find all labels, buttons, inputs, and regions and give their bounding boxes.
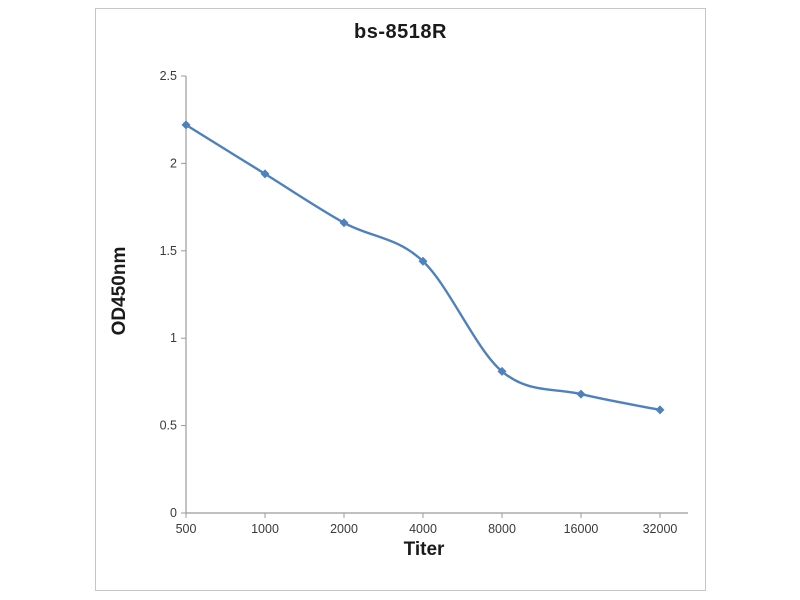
x-tick-label: 1000: [251, 522, 279, 536]
data-point-marker: [497, 366, 507, 376]
chart-canvas: 0 0.5 1 1.5 2 2.5 500 1000 2000 4000 8000 16000 3200…: [160, 69, 688, 536]
data-point-marker: [339, 218, 349, 228]
y-tick-label: 1.5: [160, 244, 177, 258]
y-tick-label: 2: [170, 156, 177, 170]
x-tick-label: 16000: [564, 522, 599, 536]
y-tick-label: 2.5: [160, 69, 177, 83]
x-tick-label: 2000: [330, 522, 358, 536]
data-point-marker: [418, 256, 428, 266]
axes-lines: [185, 76, 688, 514]
chart-frame: bs-8518R OD450nm Titer 0 0.5 1 1.5 2 2.5 500 10…: [95, 8, 706, 591]
chart-title: bs-8518R: [354, 21, 447, 43]
data-point-marker: [181, 120, 191, 130]
y-tick-label: 0: [170, 506, 177, 520]
x-tick-label: 4000: [409, 522, 437, 536]
y-tick-label: 1: [170, 331, 177, 345]
y-tick-label: 0.5: [160, 419, 177, 433]
data-point-marker: [576, 389, 586, 399]
series-line: [184, 123, 662, 412]
x-tick-label: 500: [176, 522, 197, 536]
data-point-marker: [655, 405, 665, 415]
x-axis-label: Titer: [403, 539, 445, 560]
x-tick-label: 8000: [488, 522, 516, 536]
data-point-marker: [260, 169, 270, 179]
x-tick-label: 32000: [643, 522, 678, 536]
